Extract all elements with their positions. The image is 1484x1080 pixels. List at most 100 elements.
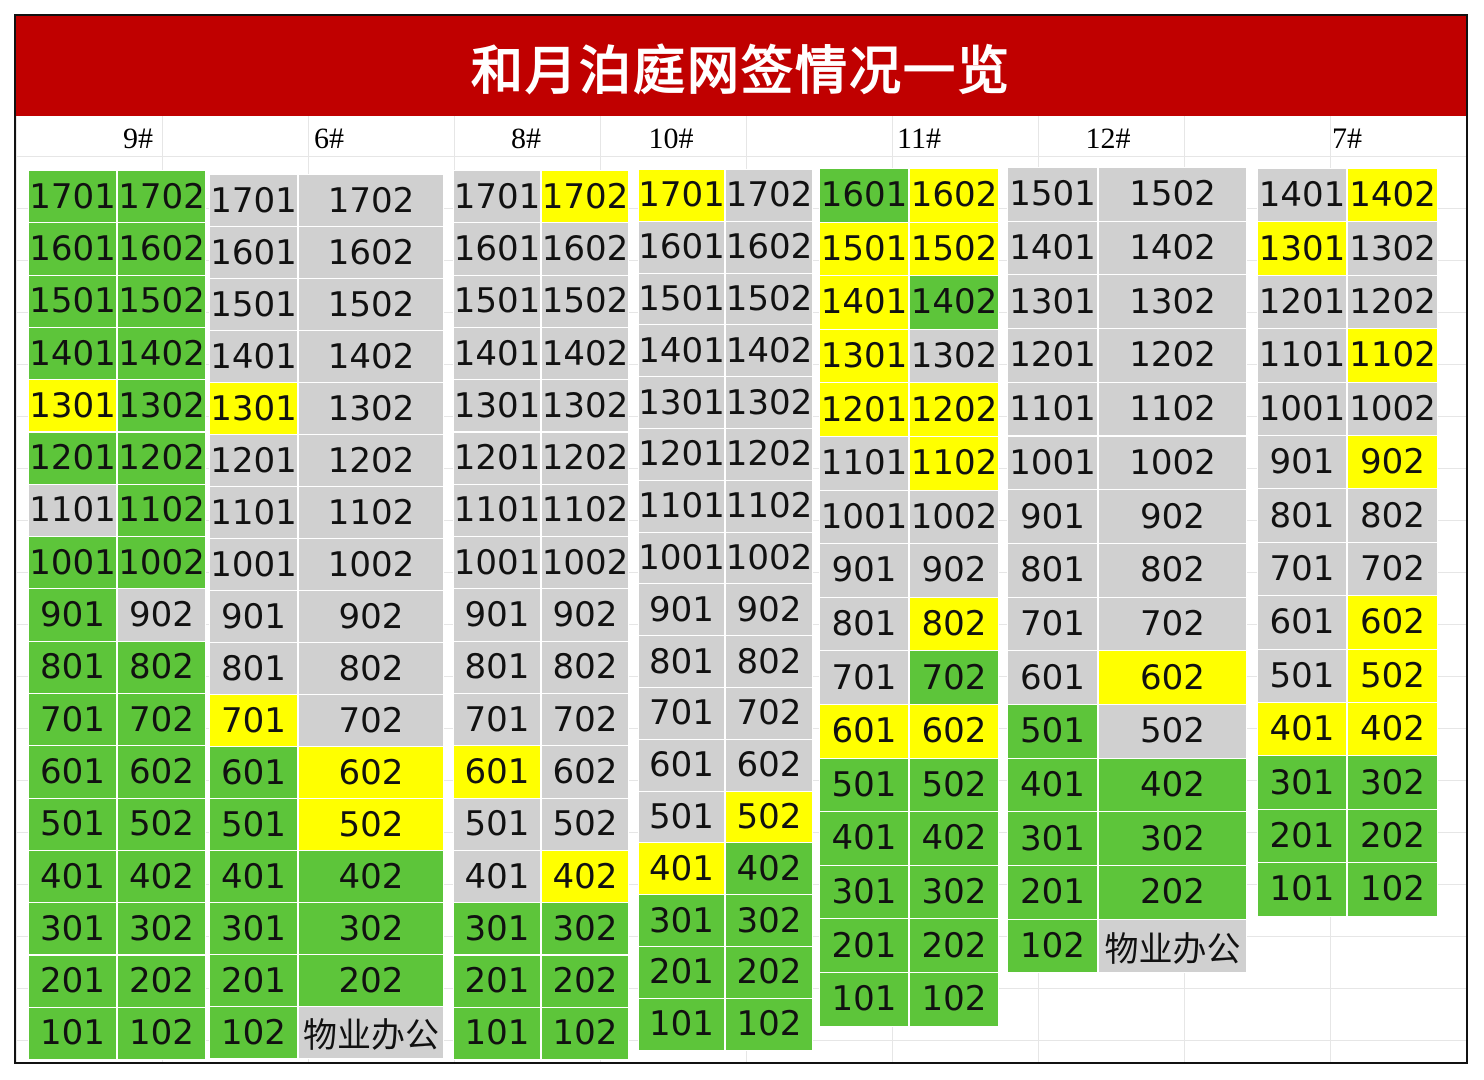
unit-cell: 101 [28,1006,117,1061]
unit-cell: 202 [298,954,444,1007]
unit-cell: 1701 [209,174,298,227]
unit-cell: 201 [1007,865,1098,920]
unit-cell: 601 [453,745,541,799]
unit-cell: 402 [909,811,999,866]
unit-cell: 902 [117,588,206,642]
unit-cell: 701 [638,687,725,740]
unit-cell: 1201 [1007,328,1098,383]
unit-cell: 202 [541,954,629,1008]
unit-cell: 1102 [298,486,444,539]
unit-cell: 501 [209,798,298,851]
unit-cell: 801 [209,642,298,695]
unit-cell: 702 [909,650,999,705]
unit-cell: 701 [1257,541,1347,597]
unit-cell: 302 [1347,755,1438,810]
unit-cell: 302 [725,894,813,947]
unit-cell: 301 [28,902,117,956]
unit-cell: 1602 [117,222,206,276]
unit-cell: 801 [819,596,909,652]
unit-cell: 1301 [28,379,117,433]
unit-cell: 402 [541,849,629,904]
unit-cell: 1102 [725,479,813,533]
unit-cell: 1702 [725,169,813,222]
unit-cell: 301 [1007,811,1098,867]
unit-cell: 902 [298,590,444,643]
unit-cell: 102 [1347,862,1438,917]
unit-cell: 1002 [909,489,999,545]
unit-cell: 1101 [453,483,541,538]
unit-cell: 702 [1098,596,1247,652]
unit-cell: 1102 [541,483,629,538]
unit-cell: 702 [725,687,813,740]
unit-cell: 1601 [453,222,541,276]
unit-cell: 502 [725,790,813,844]
unit-cell: 102 [909,972,999,1027]
unit-cell: 1201 [453,431,541,485]
unit-cell: 1202 [117,431,206,485]
unit-cell: 502 [117,797,206,851]
unit-cell: 1402 [1098,220,1247,276]
unit-cell: 1601 [819,168,909,223]
unit-cell: 802 [541,640,629,694]
unit-cell: 1002 [725,531,813,585]
unit-cell: 1201 [1257,274,1347,330]
unit-cell: 1302 [1347,221,1438,276]
unit-cell: 物业办公 [298,1006,444,1059]
unit-cell: 1502 [117,274,206,328]
unit-cell: 1502 [1098,167,1247,222]
unit-cell: 102 [541,1006,629,1061]
unit-cell: 102 [209,1006,298,1059]
unit-cell: 502 [298,798,444,851]
unit-cell: 1402 [725,324,813,378]
unit-cell: 201 [819,918,909,973]
unit-cell: 301 [819,864,909,920]
unit-cell: 701 [819,650,909,705]
unit-cell: 1501 [819,221,909,277]
unit-cell: 402 [725,842,813,896]
unit-cell: 302 [541,902,629,956]
unit-cell: 601 [638,738,725,792]
unit-cell: 401 [209,850,298,903]
unit-cell: 201 [453,954,541,1008]
unit-cell: 1202 [541,431,629,485]
unit-cell: 201 [638,946,725,999]
unit-cell: 502 [1347,648,1438,703]
unit-cell: 1602 [298,226,444,279]
unit-cell: 1102 [1098,381,1247,437]
building-label: 12# [1085,122,1131,155]
unit-cell: 301 [209,902,298,955]
unit-cell: 402 [298,850,444,903]
unit-cell: 201 [1257,808,1347,864]
unit-cell: 1501 [28,274,117,328]
unit-cell: 1302 [117,379,206,433]
unit-cell: 401 [1007,757,1098,813]
unit-cell: 1301 [819,328,909,384]
unit-cell: 601 [209,746,298,799]
unit-cell: 701 [1007,596,1098,652]
unit-cell: 1201 [209,434,298,487]
unit-cell: 602 [909,704,999,759]
unit-cell: 1402 [117,326,206,381]
unit-cell: 801 [1257,488,1347,543]
unit-cell: 1701 [638,169,725,222]
unit-cell: 1002 [1347,381,1438,436]
building-label: 8# [511,122,541,155]
title-banner: 和月泊庭网签情况一览 [16,16,1466,116]
unit-cell: 602 [725,738,813,792]
unit-cell: 401 [638,842,725,896]
unit-cell: 1101 [638,479,725,533]
unit-cell: 901 [1257,435,1347,490]
unit-cell: 物业办公 [1098,918,1247,974]
unit-cell: 102 [117,1006,206,1061]
unit-cell: 1202 [1098,328,1247,383]
unit-cell: 1001 [819,489,909,545]
unit-cell: 1401 [1257,168,1347,223]
unit-cell: 702 [541,693,629,747]
unit-cell: 1001 [1007,435,1098,491]
unit-cell: 701 [453,693,541,747]
unit-cell: 1302 [909,328,999,384]
unit-cell: 101 [453,1006,541,1061]
unit-cell: 1402 [1347,168,1438,223]
unit-cell: 1502 [909,221,999,277]
unit-cell: 701 [209,694,298,747]
